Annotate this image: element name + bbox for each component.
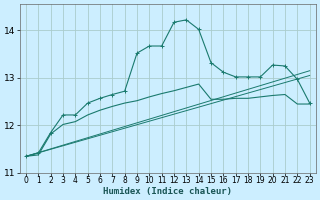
- X-axis label: Humidex (Indice chaleur): Humidex (Indice chaleur): [103, 187, 232, 196]
